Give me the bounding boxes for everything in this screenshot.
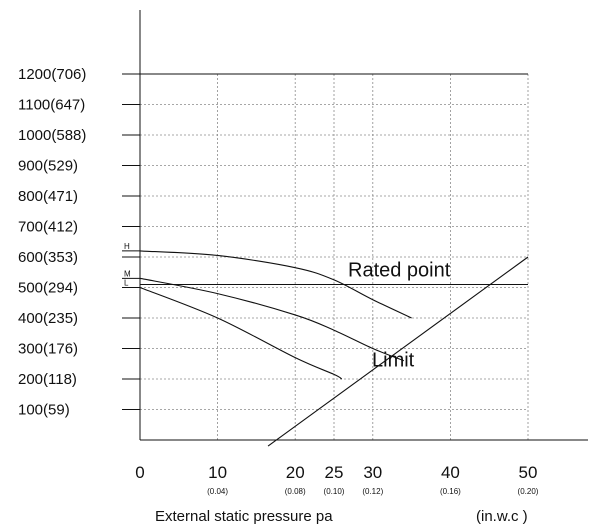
series-M-label: M bbox=[124, 269, 131, 278]
annotations: Rated point Limit bbox=[348, 259, 451, 371]
x-tick-sublabel-40: (0.16) bbox=[440, 487, 461, 496]
y-tick-labels: 100(59) 200(118) 300(176) 400(235) 500(294) 6… bbox=[18, 66, 86, 419]
y-tick-label-1000: 1000(588) bbox=[18, 127, 86, 144]
x-tick-label-30: 30 bbox=[363, 463, 382, 482]
x-axis-unit-label: (in.w.c ) bbox=[476, 508, 528, 525]
x-tick-sublabel-30: (0.12) bbox=[362, 487, 383, 496]
x-tick-labels: 0 10 (0.04) 20 (0.08) 25 (0.10) 30 (0.12) 40 (0.16… bbox=[135, 463, 539, 496]
series-H-label: H bbox=[124, 242, 130, 251]
y-tick-label-1200: 1200(706) bbox=[18, 66, 86, 83]
y-tick-label-100: 100(59) bbox=[18, 402, 70, 419]
x-tick-label-10: 10 bbox=[208, 463, 227, 482]
x-tick-sublabel-25: (0.10) bbox=[324, 487, 345, 496]
y-tick-label-800: 800(471) bbox=[18, 188, 78, 205]
limit-label: Limit bbox=[372, 350, 415, 372]
series-L-curve bbox=[139, 286, 343, 380]
x-axis-label: External static pressure pa bbox=[155, 508, 333, 525]
y-tick-label-900: 900(529) bbox=[18, 158, 78, 175]
grid bbox=[140, 73, 529, 440]
x-tick-label-50: 50 bbox=[519, 463, 538, 482]
y-tick-label-600: 600(353) bbox=[18, 249, 78, 266]
y-tick-label-700: 700(412) bbox=[18, 219, 78, 236]
series-H-curve bbox=[139, 250, 412, 319]
x-tick-sublabel-20: (0.08) bbox=[285, 487, 306, 496]
y-tick-label-500: 500(294) bbox=[18, 280, 78, 297]
y-tick-label-400: 400(235) bbox=[18, 310, 78, 327]
series: H ML bbox=[122, 242, 529, 447]
y-tick-label-1100: 1100(647) bbox=[18, 97, 85, 114]
limit-line bbox=[267, 256, 529, 447]
x-tick-label-0: 0 bbox=[135, 463, 144, 482]
x-tick-label-25: 25 bbox=[325, 463, 344, 482]
series-M-curve bbox=[139, 277, 405, 362]
x-tick-sublabel-50: (0.20) bbox=[518, 487, 539, 496]
x-tick-label-40: 40 bbox=[441, 463, 460, 482]
y-tick-label-300: 300(176) bbox=[18, 341, 78, 358]
rated-point-label: Rated point bbox=[348, 259, 451, 281]
axes bbox=[122, 10, 588, 441]
y-tick-label-200: 200(118) bbox=[18, 371, 77, 388]
x-tick-label-20: 20 bbox=[286, 463, 305, 482]
x-tick-sublabel-10: (0.04) bbox=[207, 487, 228, 496]
series-L-label: L bbox=[124, 279, 129, 288]
